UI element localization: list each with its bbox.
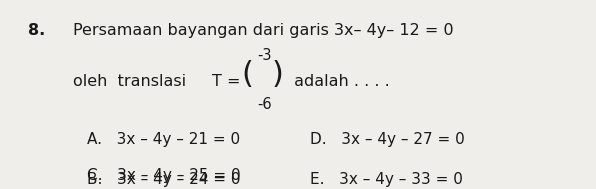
Text: D.   3x – 4y – 27 = 0: D. 3x – 4y – 27 = 0 [310,132,465,147]
Text: B.   3x – 4y – 24 = 0: B. 3x – 4y – 24 = 0 [88,172,241,187]
Text: E.   3x – 4y – 33 = 0: E. 3x – 4y – 33 = 0 [310,172,462,187]
Text: adalah . . . .: adalah . . . . [289,74,390,89]
Text: -6: -6 [257,97,272,112]
Text: T =: T = [212,74,246,89]
Text: (: ( [241,60,253,88]
Text: -3: -3 [257,48,272,63]
Text: A.   3x – 4y – 21 = 0: A. 3x – 4y – 21 = 0 [88,132,241,147]
Text: C.   3x – 4y – 25 = 0: C. 3x – 4y – 25 = 0 [88,168,241,183]
Text: 8.: 8. [28,23,45,38]
Text: ): ) [272,60,284,88]
Text: Persamaan bayangan dari garis 3x– 4y– 12 = 0: Persamaan bayangan dari garis 3x– 4y– 12… [73,23,453,38]
Text: oleh  translasi: oleh translasi [73,74,196,89]
